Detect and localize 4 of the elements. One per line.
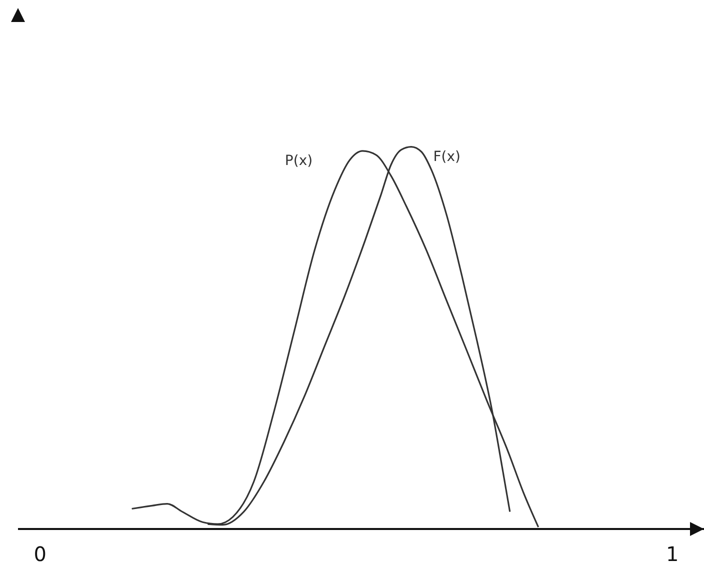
- x-tick-label: 1: [666, 542, 679, 566]
- series-label: F(x): [433, 148, 461, 165]
- x-tick-label: 0: [34, 542, 46, 566]
- text: P(x): [284, 152, 313, 169]
